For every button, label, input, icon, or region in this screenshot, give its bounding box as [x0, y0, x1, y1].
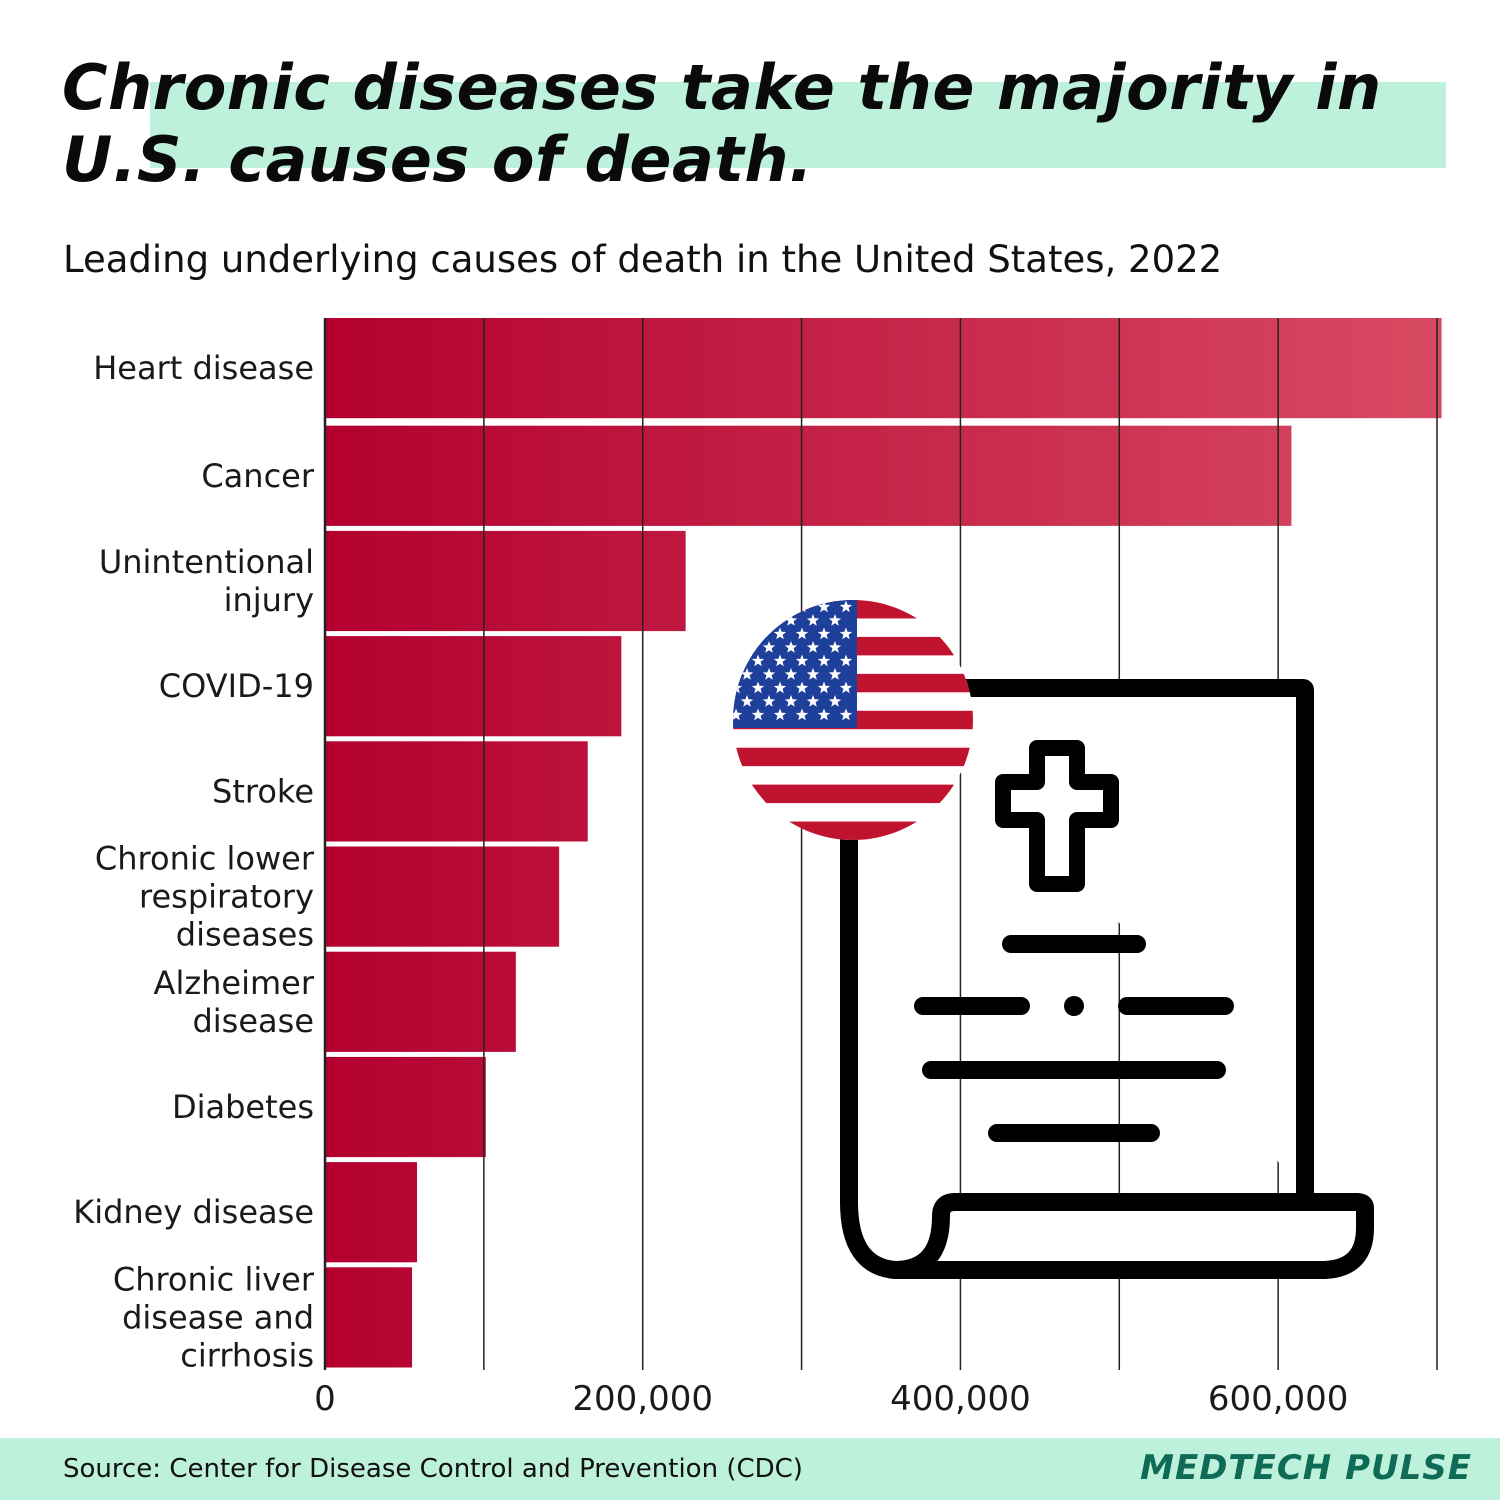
x-tick-label-3: 600,000 — [1208, 1379, 1349, 1419]
bar-5 — [325, 846, 560, 947]
bar-3 — [325, 636, 622, 737]
bar-chart: Heart disease Cancer Unintentional injury CO… — [73, 318, 1442, 1419]
category-label-8: Kidney disease — [73, 1193, 314, 1231]
category-label-5: Chronic lower respiratory diseases — [95, 840, 315, 954]
category-label-4: Stroke — [212, 772, 314, 810]
category-labels-group: Heart disease Cancer Unintentional injury CO… — [73, 349, 315, 1374]
category-label-9: Chronic liver disease and cirrhosis — [113, 1260, 315, 1374]
category-label-2: Unintentional injury — [99, 543, 314, 619]
bar-9 — [325, 1267, 413, 1368]
category-label-1: Cancer — [201, 457, 315, 495]
category-label-7: Diabetes — [172, 1088, 314, 1126]
x-tick-label-2: 400,000 — [890, 1379, 1031, 1419]
page-title: Chronic diseases take the majority in U.… — [62, 51, 1382, 196]
page-subtitle: Leading underlying causes of death in th… — [63, 238, 1223, 281]
bar-1 — [325, 425, 1292, 526]
bars-group — [325, 318, 1442, 1368]
brand-logo: MEDTECH PULSE — [1140, 1448, 1472, 1488]
death-certificate-icon — [840, 679, 1374, 1279]
bar-4 — [325, 741, 588, 842]
us-flag-icon — [733, 600, 973, 840]
tick-labels-group: 0 200,000 400,000 600,000 — [314, 1379, 1348, 1419]
category-label-6: Alzheimer disease — [154, 964, 315, 1040]
source-note: Source: Center for Disease Control and P… — [63, 1454, 803, 1484]
bar-6 — [325, 951, 516, 1052]
bar-2 — [325, 530, 686, 632]
title-block: Chronic diseases take the majority in U.… — [62, 52, 1462, 202]
footer: Source: Center for Disease Control and P… — [0, 1438, 1500, 1500]
title-highlight — [150, 82, 1446, 168]
category-label-3: COVID-19 — [159, 667, 314, 705]
bar-8 — [325, 1162, 418, 1263]
illustration — [733, 600, 1374, 1279]
x-tick-label-0: 0 — [314, 1379, 336, 1419]
x-tick-label-1: 200,000 — [572, 1379, 713, 1419]
bar-0 — [325, 318, 1442, 419]
bar-7 — [325, 1056, 486, 1158]
category-label-0: Heart disease — [93, 349, 314, 387]
